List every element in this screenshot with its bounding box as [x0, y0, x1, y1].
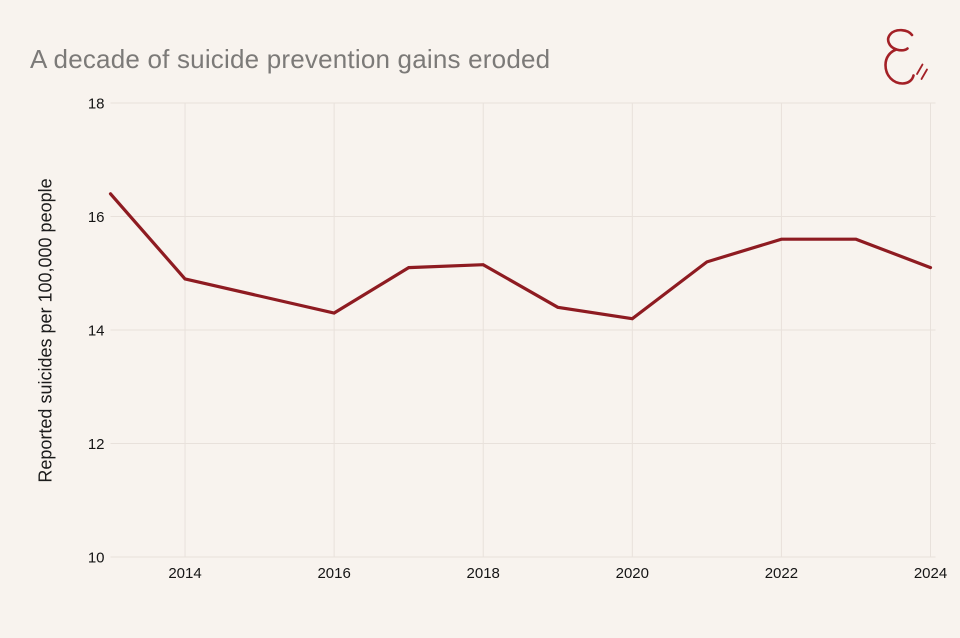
svg-text:12: 12 [88, 436, 105, 453]
svg-text:18: 18 [88, 95, 105, 112]
svg-text:10: 10 [88, 549, 105, 566]
chart-title: A decade of suicide prevention gains ero… [30, 44, 551, 74]
svg-text:16: 16 [88, 209, 105, 226]
examination-logo-icon [878, 26, 930, 90]
svg-text:2018: 2018 [467, 565, 500, 582]
svg-text:2020: 2020 [616, 565, 649, 582]
svg-text:2022: 2022 [765, 565, 798, 582]
svg-text:2024: 2024 [914, 565, 947, 582]
svg-text:2014: 2014 [168, 565, 201, 582]
svg-text:2016: 2016 [317, 565, 350, 582]
svg-text:14: 14 [88, 322, 105, 339]
